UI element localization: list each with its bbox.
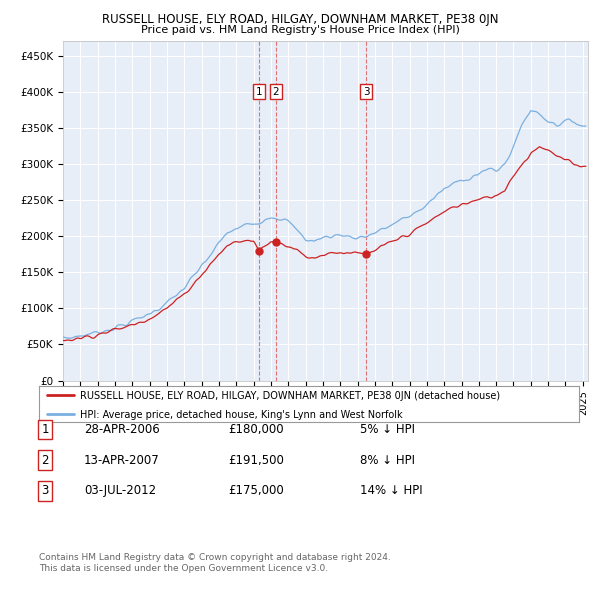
Text: 3: 3 bbox=[41, 484, 49, 497]
Text: £180,000: £180,000 bbox=[228, 423, 284, 436]
Text: This data is licensed under the Open Government Licence v3.0.: This data is licensed under the Open Gov… bbox=[39, 565, 328, 573]
Text: 2: 2 bbox=[41, 454, 49, 467]
Text: HPI: Average price, detached house, King's Lynn and West Norfolk: HPI: Average price, detached house, King… bbox=[79, 410, 402, 419]
Text: RUSSELL HOUSE, ELY ROAD, HILGAY, DOWNHAM MARKET, PE38 0JN: RUSSELL HOUSE, ELY ROAD, HILGAY, DOWNHAM… bbox=[102, 13, 498, 26]
Text: 1: 1 bbox=[256, 87, 262, 97]
Text: Contains HM Land Registry data © Crown copyright and database right 2024.: Contains HM Land Registry data © Crown c… bbox=[39, 553, 391, 562]
Text: 13-APR-2007: 13-APR-2007 bbox=[84, 454, 160, 467]
Text: 1: 1 bbox=[41, 423, 49, 436]
Text: £191,500: £191,500 bbox=[228, 454, 284, 467]
Text: 28-APR-2006: 28-APR-2006 bbox=[84, 423, 160, 436]
Text: 03-JUL-2012: 03-JUL-2012 bbox=[84, 484, 156, 497]
Text: 8% ↓ HPI: 8% ↓ HPI bbox=[360, 454, 415, 467]
Text: 3: 3 bbox=[363, 87, 370, 97]
Text: Price paid vs. HM Land Registry's House Price Index (HPI): Price paid vs. HM Land Registry's House … bbox=[140, 25, 460, 35]
Text: £175,000: £175,000 bbox=[228, 484, 284, 497]
Text: RUSSELL HOUSE, ELY ROAD, HILGAY, DOWNHAM MARKET, PE38 0JN (detached house): RUSSELL HOUSE, ELY ROAD, HILGAY, DOWNHAM… bbox=[79, 391, 500, 401]
Text: 2: 2 bbox=[272, 87, 279, 97]
Text: 14% ↓ HPI: 14% ↓ HPI bbox=[360, 484, 422, 497]
Text: 5% ↓ HPI: 5% ↓ HPI bbox=[360, 423, 415, 436]
